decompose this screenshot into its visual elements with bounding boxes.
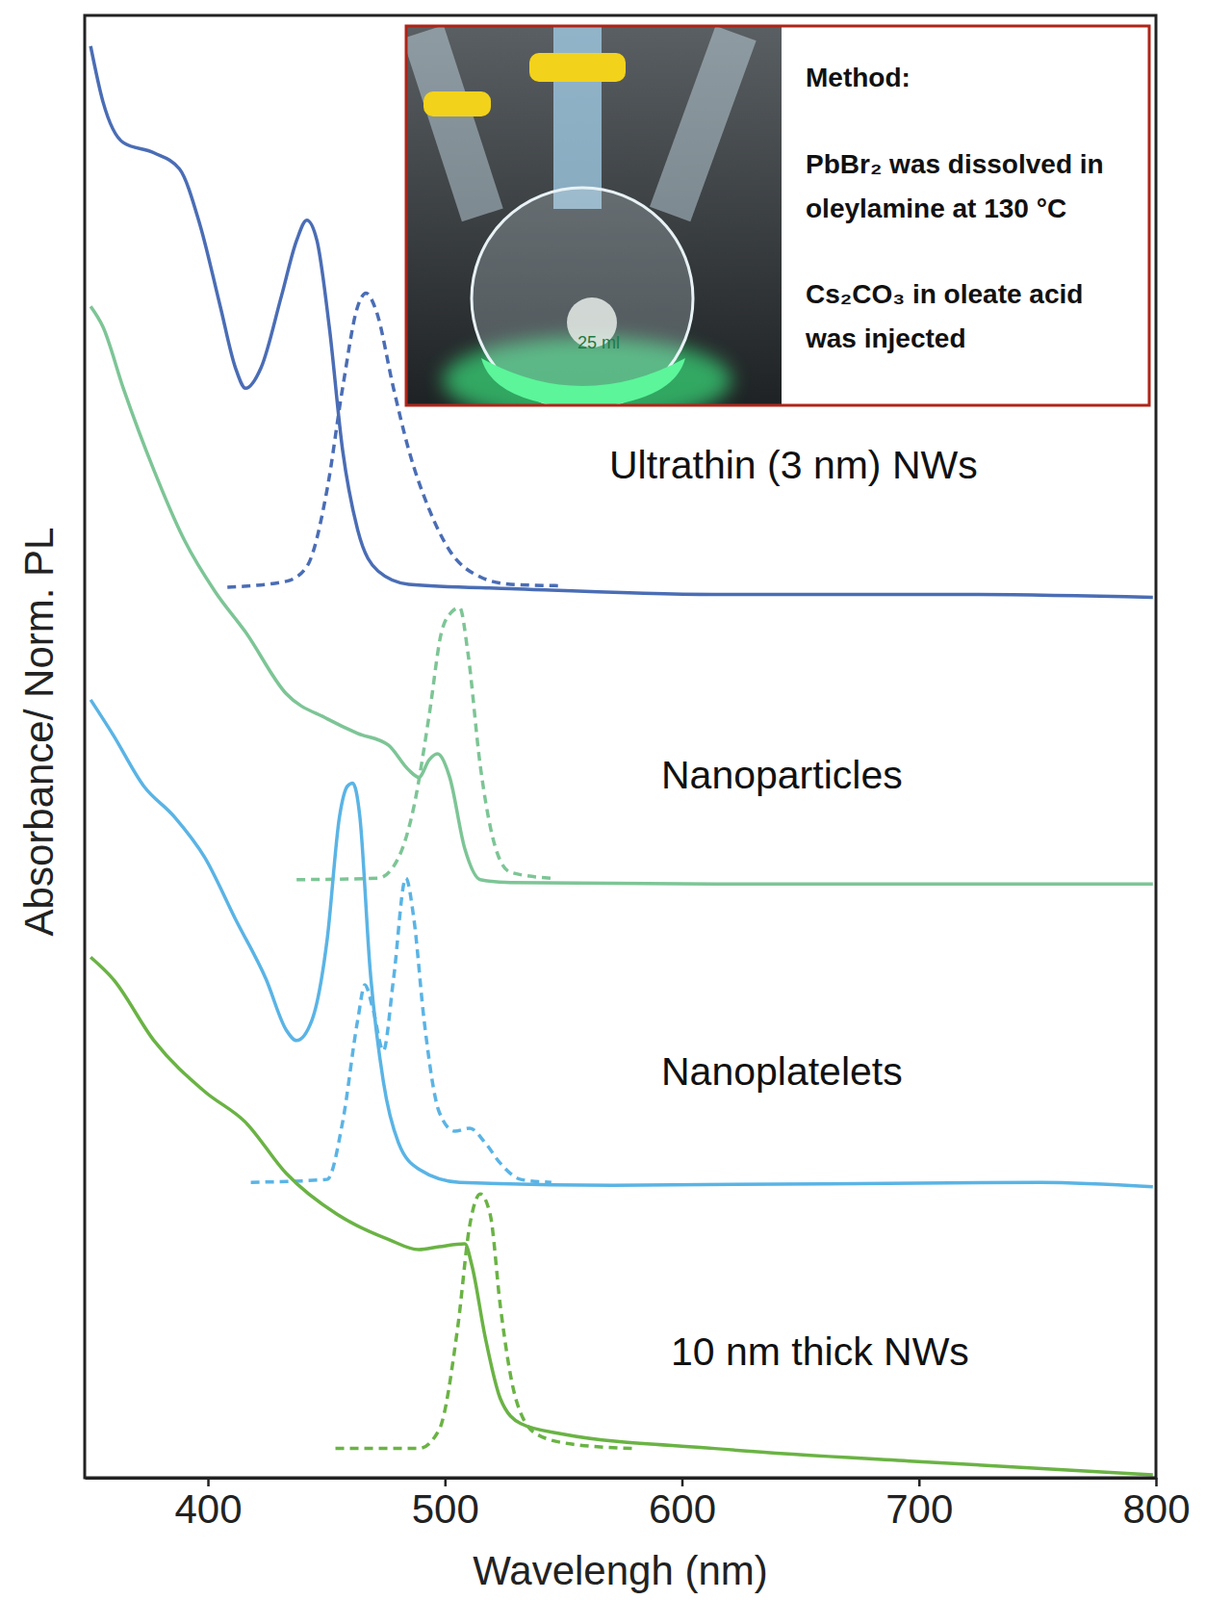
x-tick-mark (1154, 1477, 1158, 1487)
x-tick: 500 (411, 1477, 480, 1532)
x-tick-label: 800 (1122, 1486, 1190, 1532)
pl-curve (296, 607, 552, 880)
inset-step: Cs₂CO₃ in oleate acid (805, 279, 1083, 309)
photo-part (529, 52, 626, 82)
photo (406, 25, 782, 406)
series-label: 10 nm thick NWs (670, 1329, 970, 1374)
y-axis-title: Absorbance/ Norm. PL (16, 527, 62, 937)
x-tick-mark (918, 1477, 922, 1487)
inset-title: Method: (805, 62, 911, 93)
x-tick: 600 (648, 1477, 717, 1532)
photo-part (481, 358, 686, 406)
x-tick: 800 (1122, 1477, 1190, 1532)
x-tick-mark (681, 1477, 685, 1487)
photo-part (471, 187, 693, 406)
photo-part (406, 25, 504, 222)
series-label: Nanoparticles (661, 752, 903, 797)
x-axis-line (85, 1476, 1157, 1480)
pl-curve (335, 1193, 634, 1448)
x-tick-mark (444, 1477, 448, 1487)
absorbance-curve (90, 956, 1154, 1475)
x-tick-mark (206, 1477, 210, 1487)
series-label: Nanoplatelets (661, 1049, 903, 1094)
series-label: Ultrathin (3 nm) NWs (609, 442, 978, 488)
x-tick-label: 500 (411, 1486, 480, 1532)
photo-part (649, 25, 757, 222)
x-tick: 700 (885, 1477, 953, 1532)
photo-label: 25 ml (577, 333, 620, 353)
x-tick-label: 600 (648, 1486, 717, 1532)
absorbance-curve (90, 699, 1154, 1187)
inset-step: was injected (804, 323, 967, 354)
chart: 400 500 600 700 800 Wavelengh (nm) Absorbance/… (0, 0, 1206, 1600)
x-axis-title: Wavelengh (nm) (472, 1547, 769, 1593)
inset-frame (406, 25, 1150, 406)
x-tick: 400 (175, 1477, 243, 1532)
x-tick-label: 400 (175, 1486, 243, 1532)
pl-curve (251, 877, 552, 1182)
inset-step: PbBr₂ was dissolved in (805, 149, 1104, 180)
inset: 25 ml Method: PbBr₂ was dissolved in oleyla… (402, 25, 1150, 424)
x-axis: 400 500 600 700 800 (85, 1477, 1191, 1532)
plot-frame (84, 15, 1156, 1478)
x-tick-label: 700 (885, 1486, 953, 1532)
photo-part (423, 91, 491, 117)
inset-step: oleylamine at 130 °C (805, 193, 1067, 224)
